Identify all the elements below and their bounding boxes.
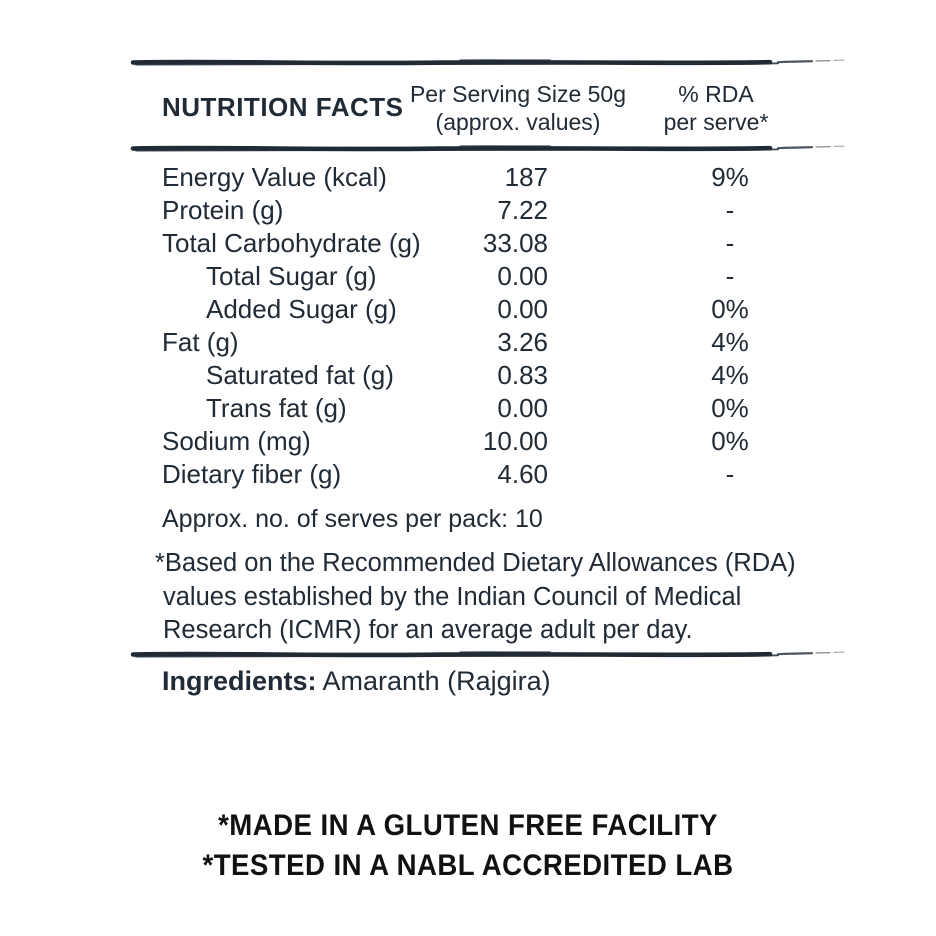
nutrient-label: Total Carbohydrate (g) xyxy=(162,228,421,258)
ingredients-label: Ingredients: xyxy=(162,666,317,696)
gluten-free-claim: *MADE IN A GLUTEN FREE FACILITY xyxy=(218,809,718,842)
table-row: Saturated fat (g) 0.83 4% xyxy=(162,359,790,392)
rough-divider-top xyxy=(130,55,850,69)
nutrition-facts-title: NUTRITION FACTS xyxy=(162,92,404,122)
nutrient-value: 187 xyxy=(504,162,548,192)
nutrient-value: 0.00 xyxy=(497,261,548,291)
nutrient-label: Fat (g) xyxy=(162,327,239,357)
rda-footnote-line3: Research (ICMR) for an average adult per… xyxy=(163,616,693,644)
nutrient-rda: 0% xyxy=(711,426,749,456)
nutrient-label: Total Sugar (g) xyxy=(206,261,377,291)
rda-header-line2: per serve* xyxy=(663,109,769,135)
nutrient-value: 33.08 xyxy=(482,228,548,258)
nabl-lab-claim: *TESTED IN A NABL ACCREDITED LAB xyxy=(202,849,734,882)
table-row: Total Carbohydrate (g) 33.08 - xyxy=(162,227,790,260)
nutrient-label: Trans fat (g) xyxy=(206,393,347,423)
nutrient-value: 4.60 xyxy=(497,459,548,489)
table-row: Added Sugar (g) 0.00 0% xyxy=(162,293,790,326)
nutrient-rda: 0% xyxy=(711,294,749,324)
table-row: Fat (g) 3.26 4% xyxy=(162,326,790,359)
nutrient-rda: - xyxy=(725,261,735,291)
serving-size-column-header: Per Serving Size 50g (approx. values) xyxy=(396,80,640,136)
table-row: Energy Value (kcal) 187 9% xyxy=(162,161,790,194)
nutrient-rda: 4% xyxy=(711,327,749,357)
nutrient-rda: - xyxy=(725,459,735,489)
rough-divider-bottom xyxy=(130,647,850,661)
nutrient-rda: - xyxy=(725,195,735,225)
nutrient-value: 0.83 xyxy=(497,360,548,390)
rda-footnote-line1: *Based on the Recommended Dietary Allowa… xyxy=(155,549,796,577)
nutrient-label: Dietary fiber (g) xyxy=(162,459,342,489)
rda-column-header: % RDA per serve* xyxy=(640,80,792,136)
nutrient-rda: 9% xyxy=(711,162,749,192)
rough-divider-header xyxy=(130,141,850,155)
nutrient-value: 3.26 xyxy=(497,327,548,357)
nutrient-value: 7.22 xyxy=(497,195,548,225)
ingredients-value: Amaranth (Rajgira) xyxy=(322,666,551,696)
table-row: Trans fat (g) 0.00 0% xyxy=(162,392,790,425)
nutrient-rda: - xyxy=(725,228,735,258)
serves-per-pack-note: Approx. no. of serves per pack: 10 xyxy=(162,505,543,533)
nutrient-label: Sodium (mg) xyxy=(162,426,311,456)
rda-footnote-line2: values established by the Indian Council… xyxy=(163,582,742,611)
nutrient-rda: 0% xyxy=(711,393,749,423)
nutrient-value: 0.00 xyxy=(497,294,548,324)
nutrient-label: Protein (g) xyxy=(162,195,284,225)
rda-header-line1: % RDA xyxy=(678,81,754,107)
nutrient-value: 10.00 xyxy=(482,426,548,456)
serving-size-header-line1: Per Serving Size 50g xyxy=(409,81,627,107)
nutrition-rows: Energy Value (kcal) 187 9% Protein (g) 7.22 -… xyxy=(162,161,790,491)
table-row: Dietary fiber (g) 4.60 - xyxy=(162,458,790,491)
footer-claims: *MADE IN A GLUTEN FREE FACILITY *TESTED … xyxy=(37,806,898,886)
nutrient-label: Added Sugar (g) xyxy=(206,294,397,324)
rda-footnote: *Based on the Recommended Dietary Allowa… xyxy=(155,547,796,648)
nutrient-rda: 4% xyxy=(711,360,749,390)
nutrient-label: Energy Value (kcal) xyxy=(162,162,387,192)
serving-size-header-line2: (approx. values) xyxy=(435,109,601,135)
ingredients-line: Ingredients: Amaranth (Rajgira) xyxy=(162,666,551,697)
nutrient-value: 0.00 xyxy=(497,393,548,423)
table-row: Total Sugar (g) 0.00 - xyxy=(162,260,790,293)
table-row: Sodium (mg) 10.00 0% xyxy=(162,425,790,458)
table-row: Protein (g) 7.22 - xyxy=(162,194,790,227)
nutrient-label: Saturated fat (g) xyxy=(206,360,394,390)
